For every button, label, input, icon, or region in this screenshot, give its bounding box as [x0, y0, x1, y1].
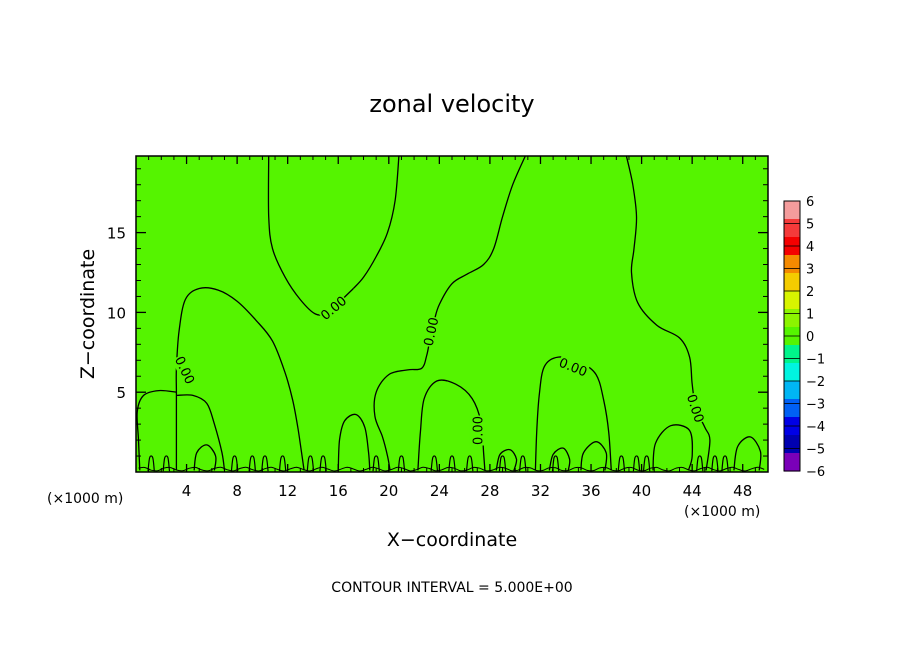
- colorbar-swatch: [784, 363, 800, 382]
- colorbar-swatch: [784, 291, 800, 310]
- contour-line: [625, 155, 711, 471]
- contour-line: [465, 455, 474, 472]
- colorbar-swatch: [784, 201, 800, 220]
- contour-line: [642, 455, 651, 472]
- colorbar-swatch: [784, 219, 800, 238]
- colorbar-tick-label: 0: [806, 330, 814, 345]
- colorbar-tick-label: −2: [806, 375, 825, 390]
- contour-interval-text: CONTOUR INTERVAL = 5.000E+00: [331, 580, 572, 596]
- x-tick-label: 12: [278, 482, 297, 500]
- contour-line: [495, 448, 518, 471]
- x-tick-label: 24: [430, 482, 449, 500]
- colorbar-tick-label: −1: [806, 353, 825, 368]
- colorbar-tick-label: 4: [806, 240, 814, 255]
- contour-label-bg: [171, 352, 199, 387]
- contour-line: [498, 455, 507, 472]
- y-axis-label: Z−coordinate: [77, 249, 99, 379]
- contour-line: [176, 394, 226, 471]
- contour-line: [733, 436, 762, 471]
- colorbar-swatch: [784, 453, 800, 472]
- colorbar-swatch: [784, 255, 800, 274]
- contour-line: [162, 455, 171, 472]
- x-tick-label: 32: [531, 482, 550, 500]
- colorbar-tick-label: −3: [806, 398, 825, 413]
- contour-line: [397, 455, 406, 472]
- colorbar-tick-label: 1: [806, 308, 814, 323]
- colorbar-tick-label: 2: [806, 285, 814, 300]
- contour-line: [551, 455, 560, 472]
- contour-line: [193, 444, 217, 471]
- contour-line: [372, 455, 380, 472]
- x-tick-label: 40: [632, 482, 651, 500]
- contour-line: [632, 455, 641, 472]
- colorbar-tick-label: 6: [806, 195, 814, 210]
- x-tick-label: 48: [733, 482, 752, 500]
- contour-line: [580, 441, 608, 471]
- contour-line: [136, 389, 177, 471]
- contour-line: [711, 455, 719, 472]
- colorbar-tick-label: −4: [806, 420, 825, 435]
- x-axis-ticks: 4 8 12 16 20 24 28 32 36 40 44 48: [148, 156, 756, 500]
- x-tick-label: 8: [232, 482, 242, 500]
- colorbar-swatch: [784, 435, 800, 454]
- x-axis-label: X−coordinate: [387, 529, 517, 551]
- contour-line: [306, 455, 315, 472]
- contour-line: [696, 455, 704, 472]
- contour-line: [337, 413, 371, 471]
- colorbar-swatch: [784, 273, 800, 292]
- contour-line: [519, 455, 527, 472]
- colorbar-tick-label: −5: [806, 443, 825, 458]
- y-tick-label: 5: [116, 384, 126, 402]
- contour-line: [448, 455, 456, 472]
- contour-line: [278, 455, 287, 472]
- contour-line: [319, 455, 327, 472]
- contour-label-bg: [316, 291, 350, 324]
- contour-line: [352, 155, 400, 289]
- contour-label: 0.00: [422, 316, 443, 347]
- x-tick-label: 36: [581, 482, 600, 500]
- colorbar: 6 5 4 3 2 1 0 −1 −2 −3 −4 −5 −6: [783, 195, 825, 480]
- contour-label-bg: [683, 391, 709, 425]
- x-tick-label: 4: [182, 482, 192, 500]
- contour-line: [652, 424, 694, 471]
- colorbar-swatch: [784, 381, 800, 400]
- contour-line: [617, 455, 626, 472]
- colorbar-swatch: [784, 345, 800, 364]
- colorbar-tick-label: 5: [806, 218, 814, 233]
- colorbar-tick-label: 3: [806, 263, 814, 278]
- contour-line: [430, 455, 439, 472]
- x-tick-label: 20: [379, 482, 398, 500]
- x-tick-label: 16: [329, 482, 348, 500]
- contour-line: [138, 466, 765, 472]
- plot-area: [136, 156, 768, 472]
- z-unit-label: (×1000 m): [47, 491, 123, 507]
- y-tick-label: 15: [107, 225, 126, 243]
- contour-line: [721, 455, 729, 472]
- colorbar-swatch: [784, 399, 800, 418]
- contour-line: [548, 447, 571, 471]
- contour-line: [147, 455, 155, 472]
- contour-label-bg: [556, 353, 591, 380]
- y-tick-label: 10: [107, 304, 126, 322]
- chart-title: zonal velocity: [369, 90, 534, 118]
- contour-line: [261, 455, 269, 472]
- colorbar-swatch: [784, 309, 800, 328]
- contour-line: [248, 455, 256, 472]
- contour-label: 0.00: [471, 416, 486, 445]
- contour-line: [175, 287, 305, 471]
- x-unit-label: (×1000 m): [684, 504, 760, 520]
- x-tick-label: 44: [683, 482, 702, 500]
- contour-label-bg: [419, 315, 442, 348]
- colorbar-tick-label: −6: [806, 465, 825, 480]
- x-tick-label: 28: [480, 482, 499, 500]
- y-axis-ticks: 5 10 15: [107, 168, 768, 457]
- contour-label-bg: [469, 415, 486, 446]
